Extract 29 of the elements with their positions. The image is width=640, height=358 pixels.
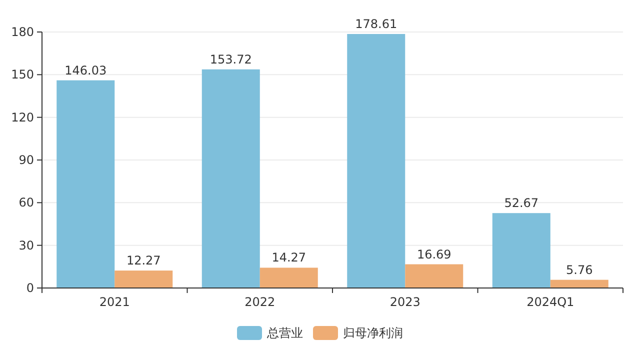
y-tick-label: 150 <box>11 68 34 82</box>
data-label: 5.76 <box>566 262 593 277</box>
x-tick-label: 2022 <box>244 295 276 309</box>
x-tick-label: 2023 <box>390 295 420 309</box>
y-tick-label: 0 <box>26 281 34 295</box>
y-tick-label: 180 <box>11 25 34 39</box>
data-label: 52.67 <box>504 196 539 210</box>
bar <box>202 69 260 288</box>
y-tick-label: 120 <box>11 110 34 124</box>
data-label: 14.27 <box>272 250 306 265</box>
y-tick-label: 90 <box>18 153 34 167</box>
x-tick-label: 2021 <box>99 295 130 309</box>
bar <box>56 80 115 288</box>
bar <box>550 280 608 288</box>
legend-label: 总营业 <box>266 326 303 340</box>
data-label: 153.72 <box>210 52 252 66</box>
bar <box>114 270 173 288</box>
data-label: 146.03 <box>64 63 107 78</box>
legend-label: 归母净利润 <box>343 326 403 340</box>
y-tick-label: 30 <box>18 238 34 252</box>
bar <box>492 213 550 288</box>
x-tick-label: 2024Q1 <box>526 295 574 309</box>
y-tick-label: 60 <box>18 196 34 210</box>
data-label: 178.61 <box>355 16 398 31</box>
bar <box>347 34 406 288</box>
data-label: 12.27 <box>126 254 161 268</box>
bar <box>405 264 464 288</box>
data-label: 16.69 <box>416 247 452 262</box>
bar <box>260 268 318 288</box>
